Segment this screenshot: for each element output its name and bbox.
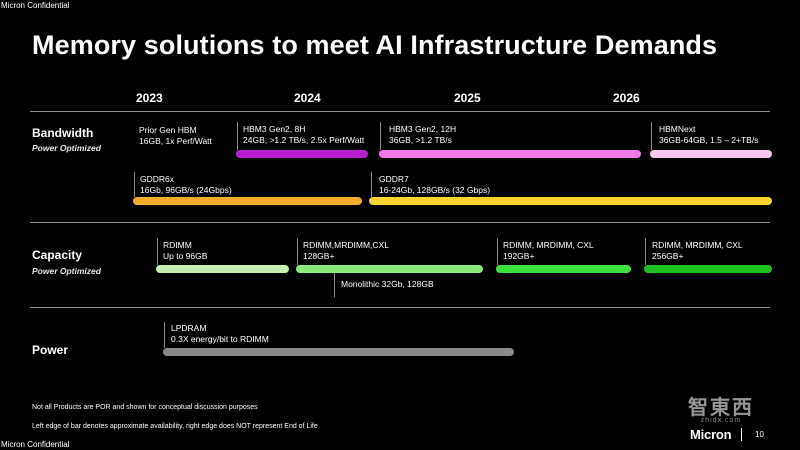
rdimm-256-label: RDIMM, MRDIMM, CXL 256GB+ bbox=[652, 240, 743, 261]
lpdram-label: LPDRAM 0.3X energy/bit to RDIMM bbox=[171, 323, 269, 344]
section-bandwidth: Bandwidth bbox=[32, 126, 94, 140]
lpdram-bar bbox=[163, 348, 514, 356]
gddr6x-label: GDDR6x 16Gb, 96GB/s (24Gbps) bbox=[140, 174, 232, 195]
gddr6x-marker bbox=[134, 172, 135, 197]
watermark-sub: zhidx.com bbox=[700, 417, 742, 424]
rdimm-96-label: RDIMM Up to 96GB bbox=[163, 240, 208, 261]
section-capacity-sub: Power Optimized bbox=[32, 266, 101, 276]
rdimm-96-bar bbox=[156, 265, 289, 273]
divider-capacity bbox=[30, 307, 770, 308]
confidential-footer: Micron Confidential bbox=[1, 440, 70, 449]
monolithic-marker bbox=[334, 273, 335, 297]
year-2026: 2026 bbox=[613, 91, 640, 105]
section-bandwidth-sub: Power Optimized bbox=[32, 143, 101, 153]
hbmnext-bar bbox=[650, 150, 772, 158]
hbm3-12h-marker bbox=[380, 122, 381, 150]
rdimm-256-marker bbox=[645, 238, 646, 265]
rdimm-cxl-128-marker bbox=[297, 238, 298, 265]
gddr7-marker bbox=[371, 172, 372, 197]
confidential-header: Micron Confidential bbox=[1, 1, 70, 10]
hbm3-12h-label: HBM3 Gen2, 12H 36GB, >1.2 TB/s bbox=[389, 124, 457, 145]
hbm3-12h-bar bbox=[379, 150, 641, 158]
gddr7-label: GDDR7 16-24Gb, 128GB/s (32 Gbps) bbox=[379, 174, 491, 195]
hbmnext-label: HBMNext 36GB-64GB, 1.5 – 2+TB/s bbox=[659, 124, 759, 145]
hbm3-8h-marker bbox=[237, 122, 238, 150]
watermark-main: 智東西 bbox=[688, 397, 754, 419]
divider-bandwidth bbox=[30, 222, 770, 223]
rdimm-192-bar bbox=[496, 265, 631, 273]
note-por: Not all Products are POR and shown for c… bbox=[32, 404, 258, 411]
page-number: 10 bbox=[755, 430, 764, 439]
hbm3-8h-label: HBM3 Gen2, 8H 24GB, >1.2 TB/s, 2.5x Perf… bbox=[243, 124, 365, 145]
gddr7-bar bbox=[369, 197, 772, 205]
section-capacity: Capacity bbox=[32, 248, 83, 262]
lpdram-marker bbox=[164, 322, 165, 348]
gddr6x-bar bbox=[133, 197, 362, 205]
page-title: Memory solutions to meet AI Infrastructu… bbox=[32, 30, 718, 60]
rdimm-cxl-128-bar bbox=[296, 265, 483, 273]
monolithic-label: Monolithic 32Gb, 128GB bbox=[341, 279, 434, 289]
year-2025: 2025 bbox=[454, 91, 481, 105]
rdimm-96-marker bbox=[157, 238, 158, 265]
footer-separator bbox=[741, 428, 742, 441]
note-left-edge: Left edge of bar denotes approximate ava… bbox=[32, 423, 318, 430]
rdimm-192-marker bbox=[497, 238, 498, 265]
prior-hbm-label: Prior Gen HBM 16GB, 1x Perf/Watt bbox=[139, 125, 212, 146]
watermark: 智東西 zhidx.com bbox=[678, 391, 764, 424]
section-power: Power bbox=[32, 343, 69, 357]
year-2023: 2023 bbox=[136, 91, 163, 105]
micron-logo: Micron bbox=[690, 427, 732, 442]
hbmnext-marker bbox=[651, 122, 652, 150]
rdimm-256-bar bbox=[644, 265, 772, 273]
rdimm-cxl-128-label: RDIMM,MRDIMM,CXL 128GB+ bbox=[303, 240, 389, 261]
hbm3-8h-bar bbox=[236, 150, 368, 158]
rdimm-192-label: RDIMM, MRDIMM, CXL 192GB+ bbox=[503, 240, 594, 261]
divider-years bbox=[30, 111, 770, 112]
year-2024: 2024 bbox=[294, 91, 321, 105]
